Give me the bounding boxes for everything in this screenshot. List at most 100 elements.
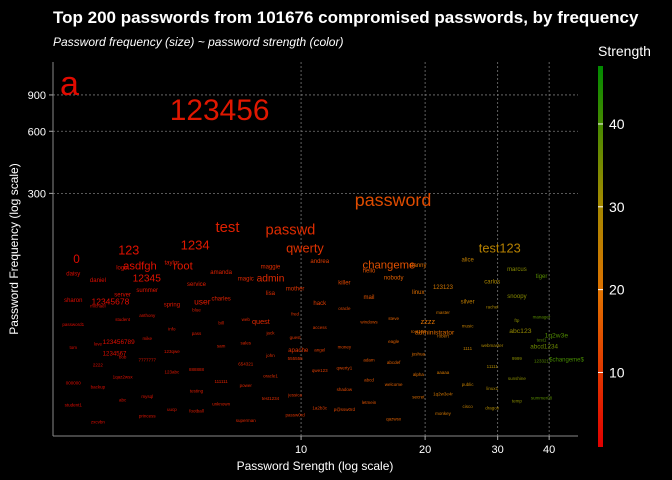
minor-label: abc: [119, 397, 127, 402]
legend-tick-label: 30: [609, 199, 625, 215]
minor-label: taylor: [165, 260, 180, 266]
minor-label: 1111: [463, 346, 473, 351]
minor-label: ftp: [514, 318, 520, 323]
minor-label: fred: [291, 311, 299, 316]
legend-tick-label: 20: [609, 282, 625, 298]
point-label: 1234: [181, 238, 210, 253]
minor-label: amanda: [210, 270, 232, 276]
minor-label: spring: [164, 302, 180, 308]
minor-label: webmaster: [481, 343, 504, 348]
point-label: abcd1234: [530, 344, 558, 351]
minor-label: master: [436, 310, 450, 315]
minor-label: john: [265, 353, 275, 358]
minor-label: uucp: [167, 407, 177, 412]
minor-label: p@ssw0rd: [334, 407, 356, 412]
point-label: 123456789: [103, 339, 135, 346]
point-label: quest: [252, 317, 270, 326]
minor-label: 111111: [214, 379, 228, 384]
y-tick-label: 600: [28, 126, 46, 138]
chart-title: Top 200 passwords from 101676 compromise…: [53, 8, 639, 27]
minor-label: 7777777: [138, 357, 156, 362]
point-label: user: [194, 296, 211, 306]
minor-label: steve: [388, 316, 399, 321]
minor-label: snoopy: [507, 294, 526, 300]
minor-label: cisco: [462, 404, 473, 409]
x-tick-label: 30: [492, 444, 504, 456]
minor-label: sam: [217, 344, 226, 349]
minor-label: qwe123: [312, 368, 328, 373]
minor-label: abcd: [364, 377, 374, 382]
minor-label: root123: [411, 329, 427, 334]
point-label: 12345: [133, 274, 162, 285]
minor-label: angel: [314, 347, 325, 352]
minor-label: access: [313, 325, 328, 330]
x-tick-label: 10: [295, 444, 307, 456]
point-label: test123: [479, 241, 521, 256]
minor-label: web: [242, 317, 251, 322]
legend-colorbar: [598, 66, 603, 447]
minor-label: bill: [218, 321, 224, 326]
minor-label: summer: [136, 288, 158, 294]
minor-label: jessica: [287, 393, 302, 398]
point-label: $changeme$: [549, 357, 584, 363]
y-axis-label: Password Frequency (log scale): [7, 163, 21, 334]
minor-labels: daisy login taylor amanda maggie andrea hello d…: [62, 258, 552, 425]
point-label: asdfgh: [123, 261, 157, 273]
minor-label: oracle: [338, 306, 351, 311]
legend-tick-label: 10: [609, 364, 625, 380]
legend-tick-label: 40: [609, 116, 625, 132]
minor-label: service: [187, 282, 207, 288]
x-tick-label: 20: [419, 444, 431, 456]
point-label: password: [355, 190, 432, 210]
chart-subtitle: Password frequency (size) ~ password str…: [53, 35, 343, 49]
minor-label: power: [240, 383, 253, 388]
minor-label: 123321: [534, 359, 550, 364]
minor-label: secret: [412, 395, 425, 400]
minor-label: backup: [91, 384, 106, 389]
minor-label: 1a2b3c: [312, 406, 328, 411]
minor-label: public: [462, 382, 475, 387]
minor-label: lisa: [266, 291, 276, 297]
minor-label: money: [338, 345, 352, 350]
minor-label: danny: [410, 263, 426, 269]
minor-label: carlos: [484, 279, 500, 285]
minor-label: monkey: [435, 411, 452, 416]
minor-label: 000000: [66, 380, 82, 385]
point-label: 1234567: [103, 351, 127, 358]
minor-label: linux: [412, 290, 424, 296]
minor-label: server: [114, 292, 131, 298]
minor-label: killer: [338, 281, 350, 287]
minor-label: 11111: [487, 364, 499, 369]
point-label: 123: [118, 243, 139, 257]
minor-label: michael: [90, 303, 106, 308]
minor-label: guest: [290, 335, 302, 340]
minor-label: 123abc: [164, 369, 180, 374]
minor-label: summer08: [531, 396, 553, 401]
minor-label: andrea: [310, 259, 329, 265]
minor-label: mother: [286, 286, 305, 292]
minor-label: shadow: [337, 387, 353, 392]
minor-label: login: [116, 266, 129, 272]
minor-label: test1: [537, 338, 547, 343]
minor-label: 123qwe: [164, 349, 180, 354]
minor-label: letmein: [362, 400, 377, 405]
minor-label: alpha: [413, 372, 425, 377]
minor-label: robert: [437, 333, 450, 338]
minor-label: testing: [190, 389, 204, 394]
minor-label: bob: [119, 354, 127, 359]
point-label: qwerty: [286, 241, 324, 256]
point-label: changeme: [363, 259, 416, 271]
minor-label: 555555: [288, 356, 304, 361]
minor-label: eagle: [388, 339, 400, 344]
minor-label: magic: [238, 277, 254, 283]
minor-label: jack: [265, 331, 275, 336]
minor-label: tom: [70, 345, 78, 350]
minor-label: 1qaz2wsx: [113, 375, 134, 380]
minor-label: silver: [461, 299, 475, 305]
minor-label: windows: [360, 319, 378, 324]
minor-label: mike: [142, 336, 152, 341]
minor-label: maggie: [261, 264, 281, 270]
grid: [53, 62, 578, 436]
